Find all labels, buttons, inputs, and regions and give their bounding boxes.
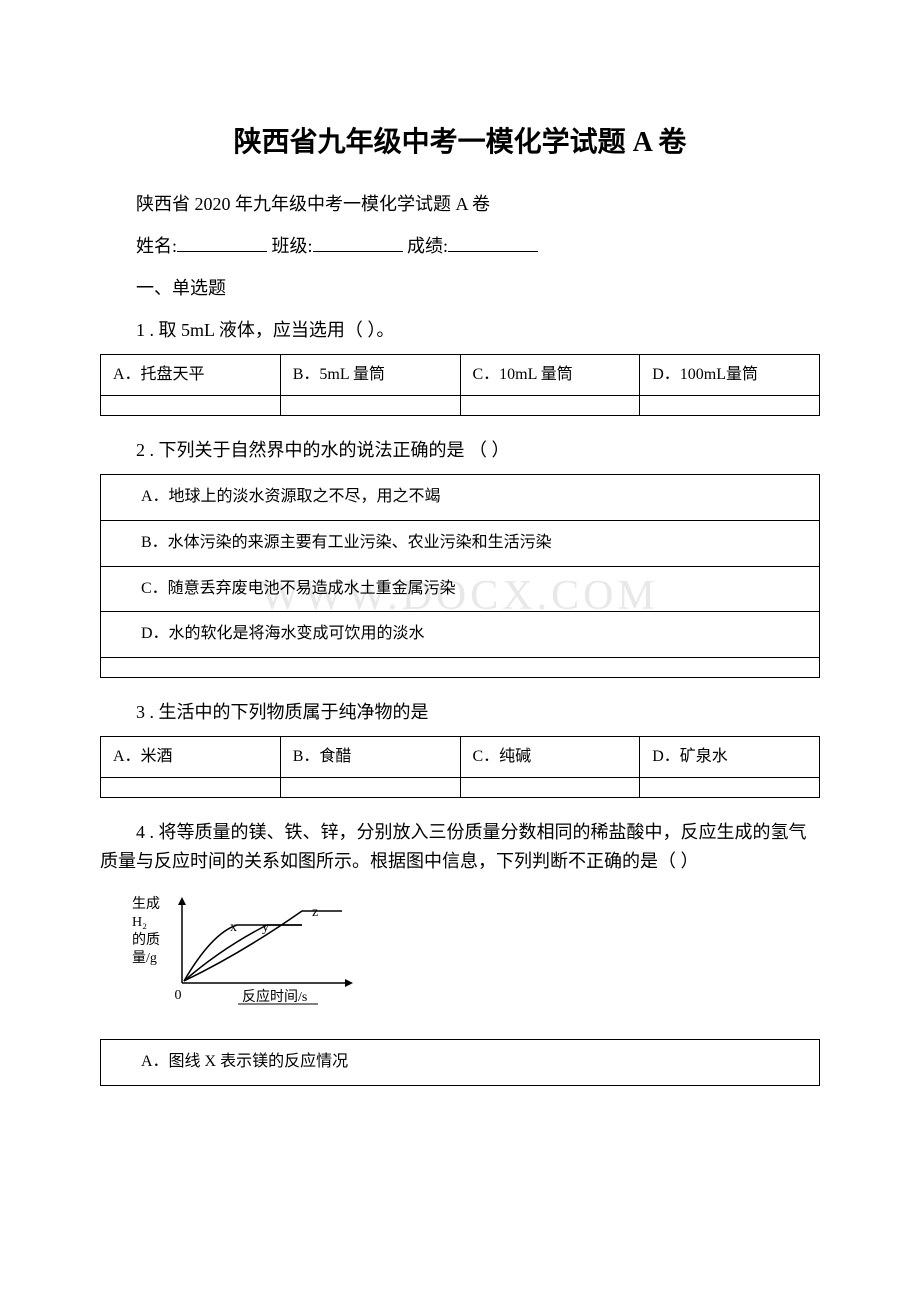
svg-text:量/g: 量/g xyxy=(132,950,157,966)
q4-chart: 生成 H₂ 的质量/g 0 反应时间/s x y z xyxy=(132,888,820,1023)
q2-options-table: A．地球上的淡水资源取之不尽，用之不竭 B．水体污染的来源主要有工业污染、农业污… xyxy=(100,474,820,678)
score-blank xyxy=(448,251,538,252)
q4-options-table: A．图线 X 表示镁的反应情况 xyxy=(100,1039,820,1086)
section-heading: 一、单选题 xyxy=(100,274,820,300)
svg-text:反应时间/s: 反应时间/s xyxy=(242,988,307,1005)
q1-option-a: A．托盘天平 xyxy=(101,355,281,396)
q2-option-a: A．地球上的淡水资源取之不尽，用之不竭 xyxy=(101,475,820,521)
q4-option-a: A．图线 X 表示镁的反应情况 xyxy=(101,1039,820,1085)
score-label: 成绩: xyxy=(407,236,448,256)
q3-option-b: B．食醋 xyxy=(280,737,460,778)
svg-text:0: 0 xyxy=(175,988,182,1003)
q3-text: 3 . 生活中的下列物质属于纯净物的是 xyxy=(100,698,820,724)
svg-text:生成: 生成 xyxy=(132,896,160,912)
q3-option-c: C．纯碱 xyxy=(460,737,640,778)
svg-text:y: y xyxy=(262,920,269,935)
q3-option-a: A．米酒 xyxy=(101,737,281,778)
svg-text:z: z xyxy=(312,905,318,920)
q1-text: 1 . 取 5mL 液体，应当选用（ ）。 xyxy=(100,316,820,342)
class-label: 班级: xyxy=(272,236,313,256)
class-blank xyxy=(313,251,403,252)
q3-options-table: A．米酒 B．食醋 C．纯碱 D．矿泉水 xyxy=(100,736,820,798)
q1-options-table: A．托盘天平 B．5mL 量筒 C．10mL 量筒 D．100mL量筒 xyxy=(100,354,820,416)
q1-option-d: D．100mL量筒 xyxy=(640,355,820,396)
svg-text:x: x xyxy=(230,920,237,935)
q2-option-c: C．随意丢弃废电池不易造成水土重金属污染 xyxy=(101,566,820,612)
q1-option-c: C．10mL 量筒 xyxy=(460,355,640,396)
form-line: 姓名: 班级: 成绩: xyxy=(100,232,820,258)
svg-text:H₂: H₂ xyxy=(132,915,147,930)
q2-text: 2 . 下列关于自然界中的水的说法正确的是 （ ） xyxy=(100,436,820,462)
subtitle: 陕西省 2020 年九年级中考一模化学试题 A 卷 xyxy=(100,190,820,216)
q2-option-b: B．水体污染的来源主要有工业污染、农业污染和生活污染 xyxy=(101,520,820,566)
page-title: 陕西省九年级中考一模化学试题 A 卷 xyxy=(100,120,820,160)
q2-option-d: D．水的软化是将海水变成可饮用的淡水 xyxy=(101,612,820,658)
name-label: 姓名: xyxy=(136,236,177,256)
q1-option-b: B．5mL 量筒 xyxy=(280,355,460,396)
q4-text: 4 . 将等质量的镁、铁、锌，分别放入三份质量分数相同的稀盐酸中，反应生成的氢气… xyxy=(100,818,820,876)
svg-text:的质: 的质 xyxy=(132,932,160,948)
q3-option-d: D．矿泉水 xyxy=(640,737,820,778)
q4-chart-svg: 生成 H₂ 的质量/g 0 反应时间/s x y z xyxy=(132,888,362,1018)
name-blank xyxy=(177,251,267,252)
